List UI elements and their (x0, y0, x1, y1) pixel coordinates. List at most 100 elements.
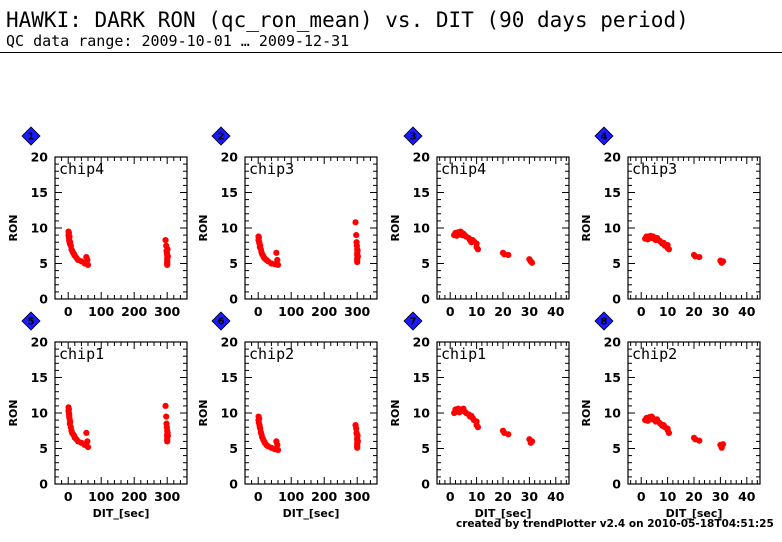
x-tick-label: 300 (154, 304, 180, 319)
y-tick-label: 15 (413, 185, 430, 200)
chip-label: chip1 (59, 345, 104, 363)
y-tick-label: 10 (31, 221, 49, 236)
panel-number: 1 (28, 132, 35, 143)
data-point (665, 429, 673, 436)
x-tick-label: 0 (64, 489, 73, 504)
x-tick-label: 0 (637, 489, 646, 504)
x-tick-label: 300 (344, 489, 370, 504)
data-point (528, 438, 536, 445)
data-point (273, 249, 280, 256)
panel-number: 5 (28, 317, 35, 328)
x-tick-label: 40 (738, 304, 756, 319)
y-axis-label: RON (197, 399, 210, 426)
plot-frame (54, 156, 188, 300)
data-point (274, 441, 281, 449)
diamond-icon (594, 311, 614, 331)
data-point (164, 432, 171, 439)
panel-number-badge: 3 (403, 126, 423, 146)
data-point (67, 418, 74, 425)
y-tick-label: 20 (413, 150, 431, 165)
y-tick-label: 5 (229, 256, 238, 271)
panel-number: 8 (601, 317, 608, 328)
x-tick-label: 100 (278, 304, 304, 319)
panel-8: 8 0 5 10 15 20 0 10 20 30 40 RON DIT_[sec] chip2 (580, 311, 761, 520)
data-points (255, 413, 361, 454)
y-tick-label: 0 (39, 477, 48, 492)
y-tick-label: 15 (604, 185, 621, 200)
y-tick-label: 10 (221, 406, 239, 421)
plot-frame (627, 341, 761, 485)
data-point (719, 258, 727, 265)
x-tick-label: 20 (685, 489, 703, 504)
panel-number-badge: 4 (594, 126, 614, 146)
chip-label: chip3 (632, 160, 677, 178)
x-tick-label: 300 (344, 304, 370, 319)
y-tick-label: 0 (421, 477, 430, 492)
data-point (164, 253, 171, 260)
data-point (83, 429, 90, 436)
y-tick-label: 0 (39, 292, 48, 307)
data-point (84, 438, 91, 445)
diamond-icon (594, 126, 614, 146)
y-tick-label: 5 (39, 256, 48, 271)
panel-number-badge: 7 (403, 311, 423, 331)
data-point (665, 246, 673, 253)
y-tick-label: 10 (604, 221, 622, 236)
data-point (474, 246, 482, 253)
data-point (696, 437, 703, 444)
data-point (164, 261, 171, 269)
y-tick-label: 20 (31, 335, 49, 350)
y-tick-label: 15 (413, 370, 430, 385)
y-tick-label: 5 (612, 441, 621, 456)
panel-number: 4 (601, 132, 608, 143)
data-points (642, 232, 727, 266)
y-axis-label: RON (580, 214, 593, 241)
x-tick-label: 30 (521, 304, 539, 319)
data-point (274, 261, 282, 269)
footer-credit: created by trendPlotter v2.4 on 2010-05-… (456, 518, 774, 530)
chip-label: chip4 (59, 160, 104, 178)
data-points (65, 402, 171, 451)
data-point (164, 438, 171, 445)
data-point (505, 251, 512, 259)
data-point (256, 415, 263, 422)
y-axis-label: RON (7, 214, 20, 241)
y-tick-label: 10 (413, 221, 431, 236)
y-tick-label: 0 (612, 292, 621, 307)
x-tick-label: 100 (88, 304, 114, 319)
y-tick-label: 15 (31, 370, 48, 385)
x-tick-label: 20 (494, 304, 512, 319)
data-point (65, 406, 72, 413)
panel-number-badge: 8 (594, 311, 614, 331)
data-point (84, 256, 91, 264)
x-tick-label: 40 (738, 489, 756, 504)
x-tick-label: 10 (468, 304, 486, 319)
y-axis-label: RON (580, 399, 593, 426)
panel-number: 2 (218, 132, 225, 143)
x-axis-label: DIT_[sec] (93, 507, 150, 520)
y-axis-label: RON (389, 214, 402, 241)
chip-label: chip4 (441, 160, 486, 178)
x-tick-label: 200 (311, 304, 337, 319)
y-tick-label: 15 (604, 370, 621, 385)
x-tick-label: 20 (494, 489, 512, 504)
data-point (528, 259, 536, 266)
chip-label: chip3 (249, 160, 294, 178)
x-axis-label: DIT_[sec] (666, 507, 723, 520)
x-axis-label: DIT_[sec] (283, 507, 340, 520)
x-tick-label: 30 (521, 489, 539, 504)
x-tick-label: 0 (637, 304, 646, 319)
data-point (354, 444, 361, 451)
panel-number: 6 (218, 317, 225, 328)
page-title: HAWKI: DARK RON (qc_ron_mean) vs. DIT (9… (6, 8, 689, 32)
x-axis-label: DIT_[sec] (475, 507, 532, 520)
y-axis-label: RON (389, 399, 402, 426)
panel-number: 7 (410, 317, 417, 328)
data-points (642, 413, 727, 451)
y-tick-label: 20 (604, 150, 622, 165)
data-point (164, 246, 171, 253)
plot-frame (627, 156, 761, 300)
x-tick-label: 40 (547, 489, 565, 504)
